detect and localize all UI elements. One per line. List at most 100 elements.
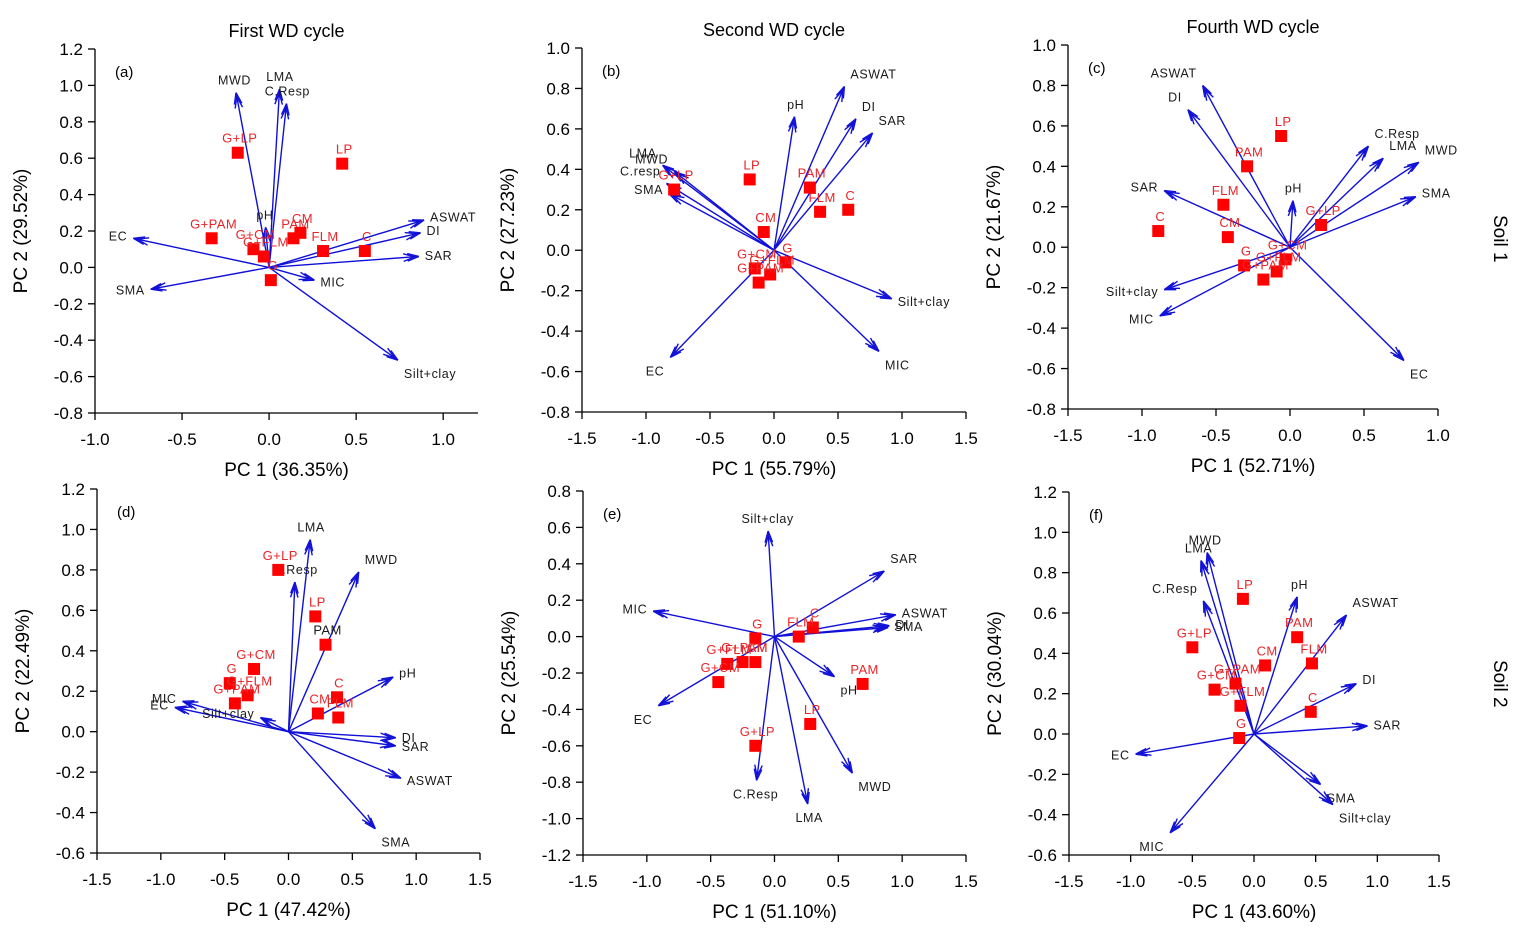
loading-arrow: C.Resp — [1289, 127, 1419, 248]
arrow-head — [264, 227, 271, 239]
treatment-marker — [1152, 225, 1165, 238]
loading-arrow: MWD — [287, 553, 398, 732]
arrow-head — [384, 676, 394, 687]
arrow-head — [407, 255, 420, 262]
arrow-head — [1289, 596, 1298, 608]
y-tick-label: -0.2 — [1027, 279, 1056, 298]
arrow-head — [1169, 821, 1176, 834]
treatment-label: G — [268, 258, 279, 273]
treatment-label: G+LP — [1305, 203, 1340, 218]
arrow-head — [861, 132, 873, 140]
treatment-label: CM — [747, 640, 768, 655]
x-axis-title: PC 1 (43.60%) — [1192, 902, 1317, 923]
arrow-head — [1358, 145, 1369, 154]
y-tick-label: 0.8 — [546, 79, 570, 98]
loading-arrow: ASWAT — [773, 67, 896, 251]
arrow-head — [259, 717, 270, 727]
x-tick-label: 0.5 — [1304, 872, 1328, 891]
treatment-point: CM — [747, 640, 768, 669]
treatment-point: LP — [804, 702, 820, 730]
treatment-label: G+LP — [740, 724, 775, 739]
y-tick-label: -0.8 — [54, 404, 83, 423]
arrow-head — [1205, 552, 1208, 565]
arrow-shaft — [1202, 600, 1255, 735]
y-tick-label: 1.2 — [1033, 483, 1057, 502]
arrow-head — [1135, 753, 1148, 757]
loading-arrow: EC — [634, 635, 775, 727]
variable-label: C.Resp — [1374, 127, 1419, 141]
y-tick-label: -0.2 — [1028, 765, 1057, 784]
y-tick-label: -0.6 — [1028, 846, 1057, 865]
arrow-head — [280, 103, 288, 115]
x-tick-label: 0.5 — [1352, 426, 1376, 445]
treatment-label: G+PAM — [737, 261, 784, 276]
variable-label: MIC — [622, 602, 647, 616]
loading-arrow: pH — [774, 636, 858, 698]
arrow-head — [182, 700, 193, 709]
panel-letter: (c) — [1088, 60, 1106, 77]
arrow-head — [1202, 600, 1205, 613]
arrow-head — [754, 764, 758, 777]
arrow-head — [877, 622, 890, 627]
arrow-head — [859, 135, 871, 143]
arrow-head — [1201, 563, 1210, 575]
treatment-label: G+FLM — [749, 252, 795, 267]
arrow-shaft — [268, 232, 421, 269]
variable-label: C.Resp — [265, 85, 310, 99]
treatment-point: CM — [292, 211, 313, 239]
treatment-point: LP — [743, 157, 760, 186]
y-axis-title: PC 2 (22.49%) — [13, 609, 34, 734]
arrow-head — [1390, 351, 1402, 359]
arrow-head — [1376, 157, 1384, 170]
arrow-head — [285, 103, 290, 116]
y-tick-label: -0.8 — [542, 773, 571, 792]
treatment-point: G+CM — [236, 227, 275, 256]
treatment-marker — [336, 157, 349, 170]
arrow-head — [403, 256, 416, 263]
arrow-head — [381, 676, 394, 680]
treatment-point: C — [1304, 690, 1317, 718]
loading-arrow: SMA — [634, 183, 775, 251]
arrow-head — [793, 120, 797, 133]
treatment-point: G+FLM — [243, 234, 288, 263]
y-tick-label: -0.4 — [541, 322, 570, 341]
panel-b: -0.8 -0.6 -0.4 -0.2 0.0 0.2 0.4 0.6 0.8 1.0 -1.5 -1… — [498, 20, 978, 480]
variable-label: EC — [150, 699, 169, 713]
loading-arrow: ASWAT — [268, 211, 476, 269]
panel-title: Fourth WD cycle — [1186, 17, 1319, 37]
variable-label: C.resp — [620, 164, 660, 178]
arrow-head — [383, 745, 396, 749]
treatment-marker — [332, 711, 345, 724]
y-tick-label: -0.2 — [541, 282, 570, 301]
loading-arrow: MIC — [773, 249, 909, 372]
y-tick-label: 0.0 — [1032, 238, 1056, 257]
panel-e: -1.2 -1.0 -0.8 -0.6 -0.4 -0.2 0.0 0.2 0.4 0.6 0.8 -… — [499, 482, 978, 923]
variable-label: pH — [841, 684, 858, 698]
arrow-head — [1189, 112, 1195, 125]
treatment-marker — [319, 638, 332, 651]
treatment-marker — [1208, 683, 1221, 696]
y-tick-label: 1.0 — [1032, 36, 1056, 55]
arrow-head — [864, 135, 871, 148]
treatment-label: FLM — [1212, 183, 1239, 198]
y-tick-label: -0.6 — [1027, 360, 1056, 379]
variable-label: DI — [427, 224, 441, 238]
treatment-label: FLM — [327, 696, 354, 711]
variable-label: DI — [895, 618, 909, 632]
arrow-head — [673, 170, 682, 182]
treatment-point: C — [358, 229, 371, 258]
treatment-point: G+FLM — [1220, 684, 1265, 712]
y-tick-label: -0.6 — [54, 368, 83, 387]
treatment-point: G — [264, 258, 279, 287]
variable-label: DI — [402, 731, 416, 745]
arrow-head — [1189, 112, 1201, 121]
variable-label: MWD — [365, 553, 398, 567]
y-tick-label: -0.4 — [1027, 319, 1056, 338]
arrow-shaft — [668, 192, 775, 251]
y-tick-label: 0.4 — [61, 642, 85, 661]
arrow-shaft — [1159, 246, 1291, 317]
y-tick-label: -1.2 — [542, 846, 571, 865]
variable-label: ASWAT — [430, 211, 476, 225]
loading-arrow: SAR — [1131, 180, 1291, 248]
